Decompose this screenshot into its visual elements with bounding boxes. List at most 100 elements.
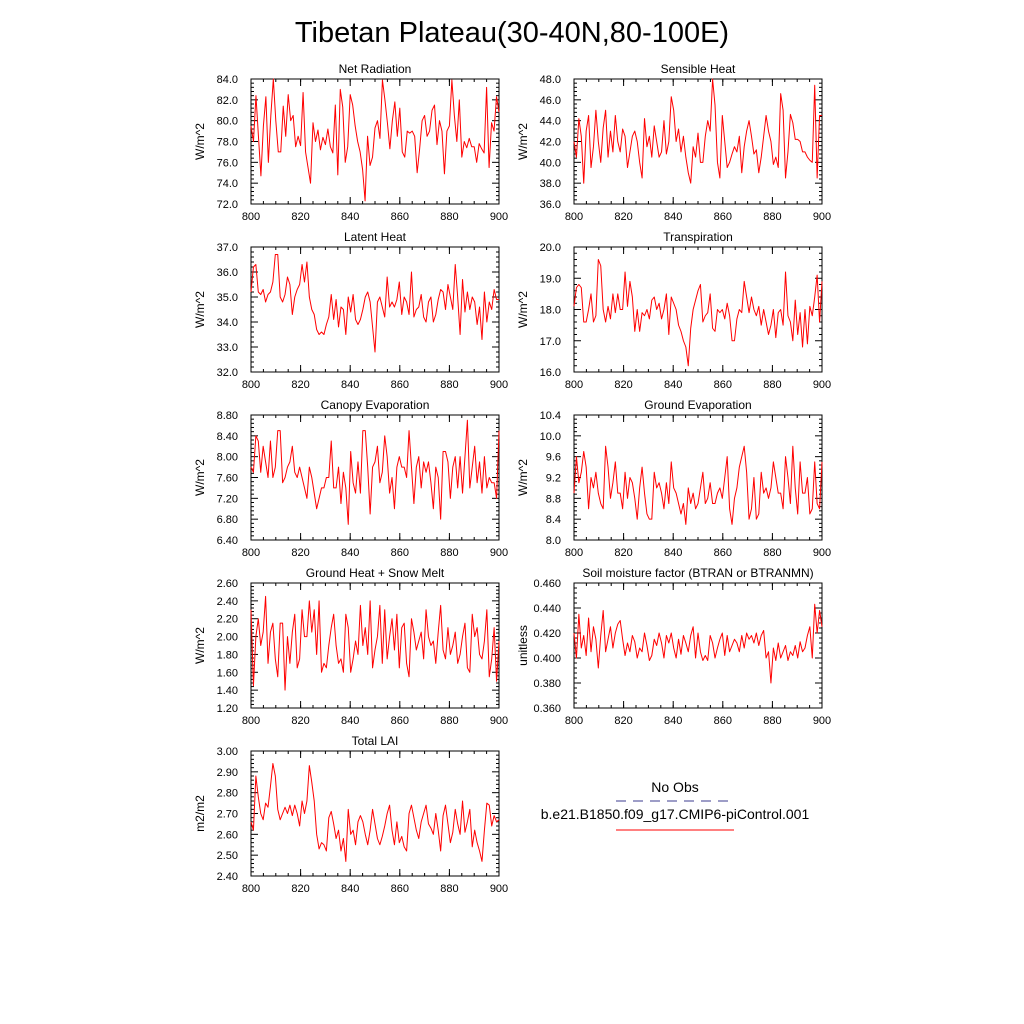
y-tick-label: 72.0 xyxy=(217,199,238,211)
panel-latent: Latent Heat W/m^2 800 820 840 860 880 900 32.0 33… xyxy=(193,230,508,391)
series-line xyxy=(250,419,500,525)
series-line xyxy=(573,445,823,525)
x-tick-label: 900 xyxy=(490,715,508,727)
y-tick-label: 6.40 xyxy=(217,535,238,547)
panel-canopy: Canopy Evaporation W/m^2 800 820 840 860 880 90… xyxy=(193,398,508,559)
panel-title: Ground Evaporation xyxy=(644,398,751,412)
x-tick-label: 880 xyxy=(763,547,781,559)
y-axis-label: W/m^2 xyxy=(193,459,207,496)
y-tick-label: 8.80 xyxy=(217,410,238,422)
x-tick-label: 800 xyxy=(242,379,260,391)
panel-transp: Transpiration W/m^2 800 820 840 860 880 900 16.0… xyxy=(516,230,831,391)
y-tick-label: 18.0 xyxy=(540,305,561,317)
y-tick-label: 38.0 xyxy=(540,178,561,190)
x-tick-label: 860 xyxy=(391,211,409,223)
y-tick-label: 0.440 xyxy=(533,603,561,615)
series-line xyxy=(250,78,500,202)
y-tick-label: 9.2 xyxy=(546,473,561,485)
series-line xyxy=(573,603,823,684)
x-tick-label: 840 xyxy=(341,547,359,559)
panel-groundevap: Ground Evaporation W/m^2 800 820 840 860 880 90… xyxy=(516,398,831,559)
series-line xyxy=(250,763,500,862)
y-tick-label: 0.380 xyxy=(533,678,561,690)
x-tick-label: 820 xyxy=(614,547,632,559)
x-tick-label: 900 xyxy=(813,547,831,559)
x-tick-label: 880 xyxy=(440,715,458,727)
panels: Net Radiation W/m^2 800 820 840 860 880 900 72.0… xyxy=(193,62,831,895)
x-tick-label: 880 xyxy=(763,211,781,223)
x-tick-label: 860 xyxy=(714,715,732,727)
panel-btran: Soil moisture factor (BTRAN or BTRANMN) u… xyxy=(516,566,831,727)
y-tick-label: 0.460 xyxy=(533,578,561,590)
y-axis-label: W/m^2 xyxy=(193,123,207,160)
x-tick-label: 860 xyxy=(391,379,409,391)
x-tick-label: 900 xyxy=(813,379,831,391)
y-tick-label: 35.0 xyxy=(217,292,238,304)
y-tick-label: 7.20 xyxy=(217,493,238,505)
y-tick-label: 2.60 xyxy=(217,578,238,590)
x-tick-label: 820 xyxy=(291,883,309,895)
y-tick-label: 33.0 xyxy=(217,342,238,354)
x-tick-label: 800 xyxy=(242,715,260,727)
y-tick-label: 2.00 xyxy=(217,632,238,644)
x-tick-label: 840 xyxy=(341,379,359,391)
x-tick-label: 800 xyxy=(242,547,260,559)
y-tick-label: 9.6 xyxy=(546,452,561,464)
legend-model-label: b.e21.B1850.f09_g17.CMIP6-piControl.001 xyxy=(541,806,810,822)
x-tick-label: 840 xyxy=(664,379,682,391)
x-tick-label: 840 xyxy=(341,883,359,895)
x-tick-label: 900 xyxy=(813,211,831,223)
y-tick-label: 74.0 xyxy=(217,178,238,190)
panel-groundheat: Ground Heat + Snow Melt W/m^2 800 820 840 860… xyxy=(193,566,508,727)
x-tick-label: 840 xyxy=(664,547,682,559)
x-tick-label: 860 xyxy=(714,379,732,391)
y-tick-label: 32.0 xyxy=(217,367,238,379)
y-tick-label: 2.90 xyxy=(217,767,238,779)
y-tick-label: 8.00 xyxy=(217,452,238,464)
x-tick-label: 820 xyxy=(291,547,309,559)
legend: No Obs b.e21.B1850.f09_g17.CMIP6-piContr… xyxy=(541,779,810,831)
panel-title: Total LAI xyxy=(352,734,399,748)
x-tick-label: 860 xyxy=(714,547,732,559)
x-tick-label: 880 xyxy=(440,211,458,223)
y-tick-label: 37.0 xyxy=(217,242,238,254)
x-tick-label: 820 xyxy=(291,715,309,727)
x-tick-label: 820 xyxy=(291,211,309,223)
x-tick-label: 840 xyxy=(664,211,682,223)
panel-title: Transpiration xyxy=(663,230,733,244)
y-tick-label: 40.0 xyxy=(540,157,561,169)
y-tick-label: 8.40 xyxy=(217,431,238,443)
y-tick-label: 36.0 xyxy=(540,199,561,211)
y-tick-label: 46.0 xyxy=(540,95,561,107)
series-line xyxy=(250,595,500,691)
legend-obs-label: No Obs xyxy=(651,779,698,795)
y-tick-label: 6.80 xyxy=(217,514,238,526)
y-tick-label: 76.0 xyxy=(217,157,238,169)
y-axis-label: W/m^2 xyxy=(193,291,207,328)
panel-title: Net Radiation xyxy=(339,62,412,76)
y-tick-label: 34.0 xyxy=(217,317,238,329)
x-tick-label: 800 xyxy=(242,883,260,895)
x-tick-label: 820 xyxy=(614,715,632,727)
y-tick-label: 19.0 xyxy=(540,273,561,285)
y-tick-label: 82.0 xyxy=(217,95,238,107)
y-tick-label: 84.0 xyxy=(217,74,238,86)
series-line xyxy=(573,259,823,367)
x-tick-label: 900 xyxy=(490,379,508,391)
x-tick-label: 900 xyxy=(490,211,508,223)
y-axis-label: W/m^2 xyxy=(516,459,530,496)
x-tick-label: 800 xyxy=(565,211,583,223)
x-tick-label: 840 xyxy=(341,211,359,223)
x-tick-label: 900 xyxy=(813,715,831,727)
x-tick-label: 840 xyxy=(341,715,359,727)
x-tick-label: 820 xyxy=(614,379,632,391)
x-tick-label: 820 xyxy=(291,379,309,391)
y-axis-label: W/m^2 xyxy=(193,627,207,664)
y-tick-label: 2.20 xyxy=(217,614,238,626)
x-tick-label: 800 xyxy=(565,715,583,727)
x-tick-label: 820 xyxy=(614,211,632,223)
y-tick-label: 78.0 xyxy=(217,137,238,149)
y-tick-label: 2.70 xyxy=(217,809,238,821)
x-tick-label: 860 xyxy=(391,883,409,895)
